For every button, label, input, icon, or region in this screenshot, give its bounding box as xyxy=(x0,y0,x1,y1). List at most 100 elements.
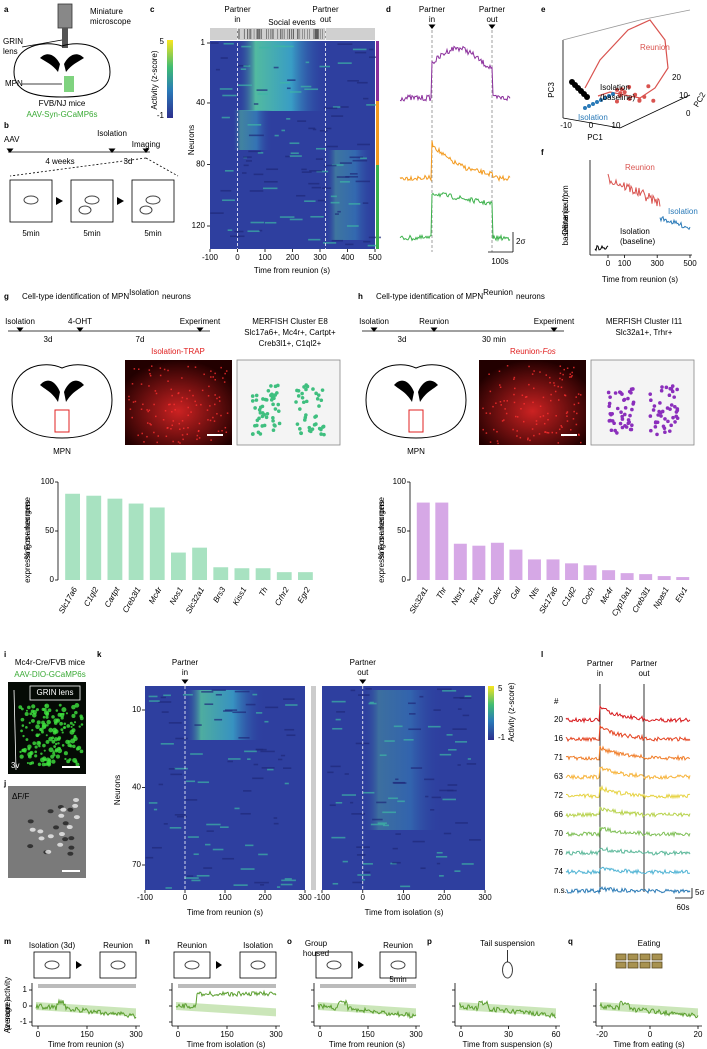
label: -10 xyxy=(560,121,572,130)
x-tick-label: 30 xyxy=(504,1030,513,1039)
heat-cell xyxy=(253,763,259,766)
heat-cell xyxy=(388,797,398,800)
cell xyxy=(562,373,564,376)
heat-cell xyxy=(232,711,247,714)
cell xyxy=(565,412,568,415)
cell xyxy=(178,422,181,425)
label: # xyxy=(554,697,559,706)
heat-cell xyxy=(222,199,235,202)
cell xyxy=(495,402,497,404)
cell xyxy=(167,380,169,382)
heat-cell xyxy=(241,45,252,48)
cell xyxy=(671,415,675,420)
cell xyxy=(207,419,209,421)
x-tick-label: Mc4r xyxy=(598,585,615,605)
cell xyxy=(577,393,580,395)
cell xyxy=(62,821,69,826)
label: -1 xyxy=(157,111,165,120)
heat-cell xyxy=(346,225,359,227)
cell xyxy=(670,389,675,394)
x-tick-label: 0 xyxy=(361,893,366,902)
label: Reunion xyxy=(177,941,207,950)
x-tick-label: -100 xyxy=(202,253,219,262)
point xyxy=(618,91,623,96)
cell xyxy=(273,424,277,428)
y-tick-label: 70 xyxy=(132,860,141,869)
label: Isolation xyxy=(578,113,608,122)
cell xyxy=(210,439,212,441)
heat-cell xyxy=(284,728,295,731)
heat-cell xyxy=(280,754,286,757)
heat-cell xyxy=(350,801,354,804)
cell xyxy=(298,427,302,431)
heat-cell xyxy=(349,173,358,175)
heat-cell xyxy=(256,89,268,91)
cell xyxy=(539,405,542,408)
shape xyxy=(33,951,71,979)
cell xyxy=(214,379,216,381)
label: neurons xyxy=(162,292,191,301)
cell xyxy=(20,707,24,711)
heat-cell xyxy=(308,127,316,130)
cell xyxy=(561,426,563,428)
cell xyxy=(499,384,501,386)
x-tick-label: 100 xyxy=(258,253,272,262)
x-tick-label: Kiss1 xyxy=(231,586,249,607)
label: (baseline) xyxy=(600,93,635,102)
cell xyxy=(488,373,490,375)
cell xyxy=(618,421,623,426)
event-bar xyxy=(38,984,136,988)
x-tick-label: -20 xyxy=(596,1030,608,1039)
heat-cell xyxy=(439,753,452,756)
label: Isolation (3d) xyxy=(29,941,76,950)
cell xyxy=(155,415,157,418)
cell xyxy=(128,398,130,401)
heat-cell xyxy=(464,695,472,698)
heat-cell xyxy=(163,823,168,825)
heat-cell xyxy=(345,175,359,178)
heat-cell xyxy=(206,830,214,832)
heat-cell xyxy=(253,173,264,176)
bar xyxy=(86,495,102,580)
x-tick-label: Calcr xyxy=(487,585,504,606)
cell xyxy=(179,428,181,430)
cell xyxy=(566,420,569,422)
cell xyxy=(551,431,554,434)
cell xyxy=(66,759,71,764)
heat-cell xyxy=(165,887,172,889)
bar xyxy=(472,545,486,580)
cell xyxy=(53,718,59,724)
food xyxy=(627,953,639,961)
cell xyxy=(492,405,494,408)
x-tick-label: 300 xyxy=(651,259,665,268)
cell xyxy=(674,414,679,419)
panel-letter: i xyxy=(4,650,6,659)
cell xyxy=(149,373,151,375)
heat-cell xyxy=(403,738,414,741)
shape xyxy=(54,409,70,433)
heat-cell xyxy=(304,88,319,91)
x-tick-label: 300 xyxy=(269,1030,283,1039)
cell xyxy=(665,406,670,410)
heat-cell xyxy=(259,46,271,49)
heat-cell xyxy=(304,200,316,202)
bar xyxy=(435,502,449,580)
heat-cell xyxy=(223,42,234,45)
cell xyxy=(131,416,133,419)
cell xyxy=(489,412,491,415)
cell xyxy=(207,395,210,397)
heat-cell xyxy=(286,734,296,737)
x-tick-label: Slc32a1 xyxy=(408,586,430,616)
label: 72 xyxy=(554,791,563,800)
label: 5 xyxy=(160,37,165,46)
heat-cell xyxy=(454,741,468,743)
cell xyxy=(659,388,664,393)
cell xyxy=(623,412,627,417)
cell xyxy=(32,741,37,746)
heat-cell xyxy=(407,702,416,705)
cell xyxy=(43,749,46,752)
heat-cell xyxy=(247,124,262,126)
cell xyxy=(557,442,560,444)
heat-cell xyxy=(424,778,435,781)
cell xyxy=(295,388,299,393)
